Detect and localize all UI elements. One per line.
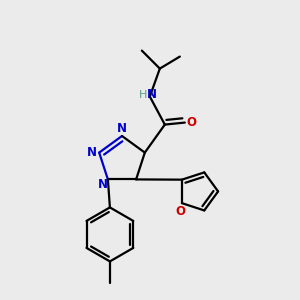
Text: N: N (147, 88, 157, 101)
Text: O: O (187, 116, 197, 129)
Text: N: N (117, 122, 127, 136)
Text: N: N (98, 178, 108, 191)
Text: N: N (87, 146, 97, 159)
Text: O: O (175, 205, 185, 218)
Text: H: H (139, 90, 147, 100)
